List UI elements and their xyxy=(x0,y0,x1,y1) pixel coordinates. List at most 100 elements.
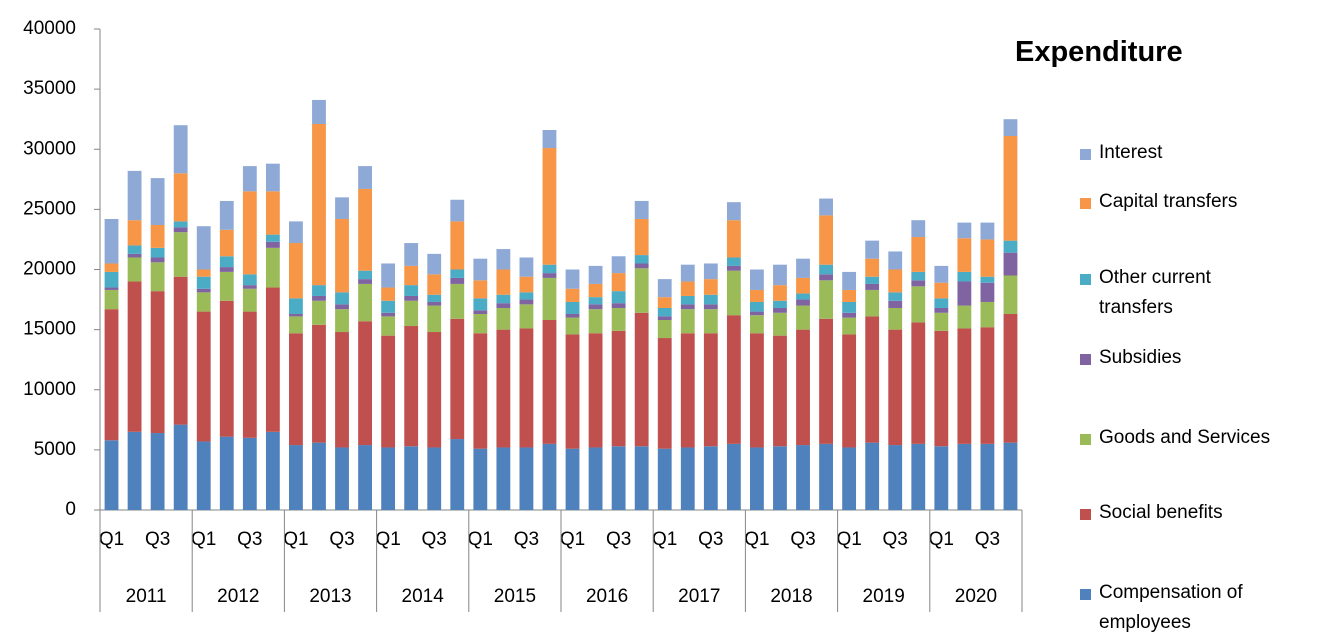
bar-segment xyxy=(1003,252,1018,276)
bar-segment xyxy=(473,333,488,449)
x-tick-label: Q1 xyxy=(929,529,954,550)
bar-segment xyxy=(611,330,626,447)
bar-segment xyxy=(842,271,857,290)
bar-segment xyxy=(634,200,649,219)
legend-item: Other current transfers xyxy=(1080,267,1279,323)
bar-segment xyxy=(1003,240,1018,253)
bar-segment xyxy=(773,335,787,447)
legend-swatch xyxy=(1080,589,1091,600)
bar-segment xyxy=(865,258,880,277)
bar-segment xyxy=(473,298,488,311)
bar-segment xyxy=(842,447,857,510)
bar-segment xyxy=(289,221,303,244)
x-tick-label: Q3 xyxy=(329,529,354,550)
bar-segment xyxy=(1003,119,1018,137)
bar-segment xyxy=(335,309,349,333)
bar-segment xyxy=(773,307,787,313)
bar-segment xyxy=(865,283,880,290)
bar-segment xyxy=(911,280,926,287)
bar-segment xyxy=(519,257,534,277)
bar-segment xyxy=(773,285,787,301)
bar-segment xyxy=(980,327,995,444)
bar-segment xyxy=(911,286,926,323)
bar-segment xyxy=(404,285,419,296)
bar-segment xyxy=(542,130,557,149)
bar-segment xyxy=(381,312,396,317)
legend-label: Social benefits xyxy=(1099,502,1223,523)
x-tick-label: Q3 xyxy=(698,529,723,550)
bar-segment xyxy=(358,188,372,271)
bar-segment xyxy=(312,300,326,325)
bar-segment xyxy=(542,148,557,265)
bar-segment xyxy=(335,304,349,310)
bar-segment xyxy=(773,264,787,286)
x-tick-label: Q3 xyxy=(790,529,815,550)
bar-segment xyxy=(358,270,372,280)
bar-segment xyxy=(265,163,280,192)
bar-segment xyxy=(496,294,511,304)
bar-segment xyxy=(358,166,372,189)
bar-segment xyxy=(796,445,810,510)
bar-segment xyxy=(957,281,972,306)
bar-segment xyxy=(381,263,396,288)
bar-segment xyxy=(265,247,280,288)
bar-segment xyxy=(957,328,972,444)
bar-segment xyxy=(519,447,534,510)
bar-segment xyxy=(726,443,741,510)
bar-segment xyxy=(750,447,764,510)
bar-segment xyxy=(173,221,188,228)
legend-label: Subsidies xyxy=(1099,347,1182,368)
legend-swatch xyxy=(1080,149,1091,160)
bar-segment xyxy=(980,222,995,240)
legend-item: Social benefits xyxy=(1080,502,1279,528)
bar-segment xyxy=(819,198,833,216)
bar-segment xyxy=(888,307,903,330)
bar-segment xyxy=(404,300,419,327)
bar-segment xyxy=(1003,136,1018,241)
bar-segment xyxy=(634,446,649,510)
bar-segment xyxy=(934,312,949,331)
bar-segment xyxy=(865,276,880,284)
bar-segment xyxy=(496,447,511,510)
bar-segment xyxy=(773,312,787,336)
bar-segment xyxy=(496,329,511,448)
bar-segment xyxy=(634,263,649,269)
bar-segment xyxy=(450,318,465,440)
bar-segment xyxy=(634,255,649,264)
bar-segment xyxy=(542,264,557,274)
bar-segment xyxy=(542,277,557,321)
x-group-label: 2016 xyxy=(586,586,628,607)
bar-segment xyxy=(242,285,257,289)
x-tick-label: Q3 xyxy=(422,529,447,550)
bar-segment xyxy=(242,437,257,510)
y-tick-label: 10000 xyxy=(23,379,76,400)
x-group-label: 2011 xyxy=(126,586,167,607)
bar-segment xyxy=(219,200,234,230)
bar-segment xyxy=(957,271,972,282)
bar-segment xyxy=(335,292,349,305)
x-group-label: 2012 xyxy=(217,586,259,607)
bar-segment xyxy=(565,288,580,302)
bar-segment xyxy=(750,269,764,290)
x-tick-label: Q1 xyxy=(191,529,216,550)
bar-segment xyxy=(404,265,419,286)
bar-segment xyxy=(150,291,165,434)
legend-label: Goods and Services xyxy=(1099,427,1271,448)
bar-segment xyxy=(335,218,349,293)
bar-segment xyxy=(611,273,626,292)
bar-segment xyxy=(957,222,972,239)
bar-segment xyxy=(312,442,326,510)
bar-segment xyxy=(104,289,119,310)
bar-segment xyxy=(196,311,211,442)
bar-segment xyxy=(289,333,303,446)
bar-segment xyxy=(127,170,142,221)
y-tick-label: 35000 xyxy=(23,78,76,99)
bar-segment xyxy=(196,269,211,277)
bar-segment xyxy=(289,243,303,299)
bar-segment xyxy=(242,166,257,192)
bar-segment xyxy=(127,245,142,254)
bar-segment xyxy=(796,293,810,300)
bar-segment xyxy=(980,239,995,277)
legend-item: Capital transfers xyxy=(1080,191,1279,217)
legend-label: Other current transfers xyxy=(1099,267,1211,318)
